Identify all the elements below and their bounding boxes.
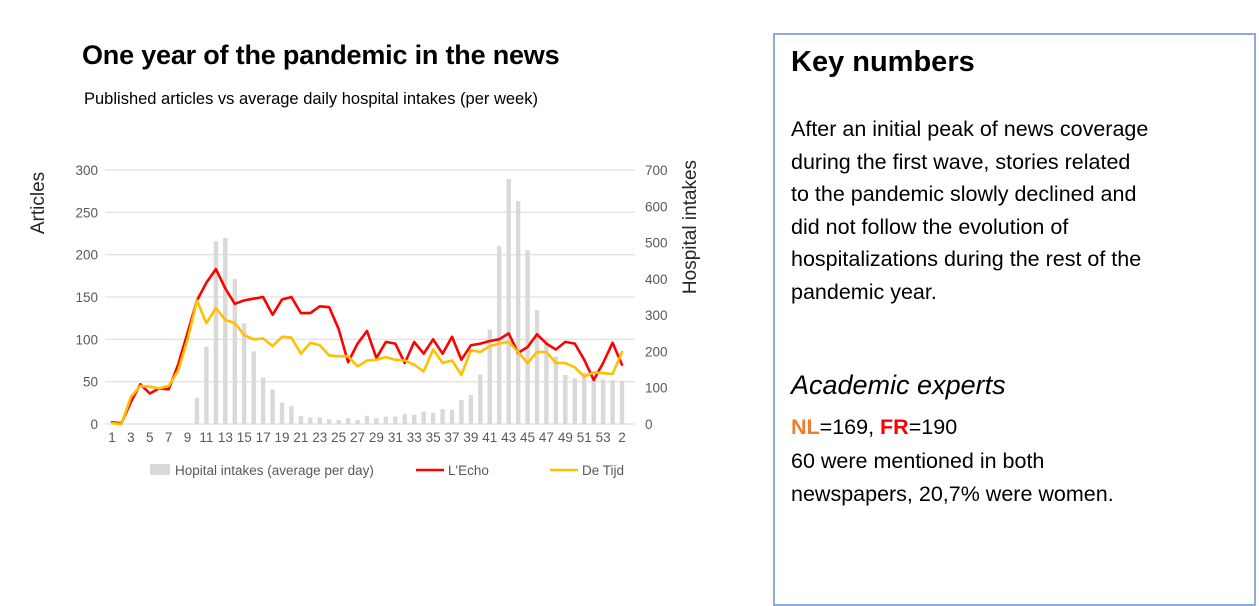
fr-count-label: FR [880, 415, 909, 439]
svg-text:31: 31 [388, 430, 403, 445]
svg-text:600: 600 [645, 199, 668, 214]
svg-text:51: 51 [577, 430, 592, 445]
svg-text:Hopital intakes (average per d: Hopital intakes (average per day) [175, 463, 374, 478]
svg-text:100: 100 [645, 381, 668, 396]
paragraph-line: hospitalizations during the rest of the [791, 247, 1142, 271]
svg-text:300: 300 [645, 308, 668, 323]
right-axis-title: Hospital intakes [680, 160, 701, 294]
paragraph-line: to the pandemic slowly declined and [791, 182, 1137, 206]
svg-text:500: 500 [645, 236, 668, 251]
page: { "chart_data": { "type": "combo-bar-lin… [28, 33, 1256, 606]
chart-subtitle: Published articles vs average daily hosp… [84, 90, 538, 108]
svg-text:3: 3 [127, 430, 135, 445]
svg-text:35: 35 [426, 430, 441, 445]
svg-text:17: 17 [256, 430, 271, 445]
nl-count-value: =169, [819, 415, 881, 439]
svg-text:43: 43 [501, 430, 516, 445]
svg-text:L'Echo: L'Echo [448, 463, 489, 478]
key-numbers-heading: Key numbers [791, 46, 975, 78]
svg-text:47: 47 [539, 430, 554, 445]
experts-count-line: NL=169, FR=190 [791, 412, 1238, 442]
svg-text:300: 300 [75, 163, 98, 178]
svg-text:27: 27 [350, 430, 365, 445]
chart-legend: Hopital intakes (average per day) L'Echo D… [150, 463, 624, 478]
svg-text:33: 33 [407, 430, 422, 445]
paragraph-line: pandemic year. [791, 279, 937, 304]
fr-count-value: =190 [908, 415, 958, 439]
x-axis-ticks: 1 3 5 7 9 11 13 15 17 19 21 23 25 27 29 31 33 35 37 39 41 43 4… [108, 430, 626, 445]
svg-text:De Tijd: De Tijd [582, 463, 624, 478]
svg-text:250: 250 [75, 205, 98, 220]
svg-text:39: 39 [463, 430, 478, 445]
paragraph-line: did not follow the evolution of [791, 214, 1069, 239]
svg-text:0: 0 [90, 417, 98, 432]
detijd-line [110, 299, 624, 426]
svg-text:1: 1 [108, 430, 116, 445]
footer-line: newspapers, 20,7% were women. [791, 481, 1114, 506]
svg-text:21: 21 [293, 430, 308, 445]
svg-text:11: 11 [199, 430, 213, 445]
nl-count-label: NL [791, 415, 820, 439]
svg-text:700: 700 [645, 163, 668, 178]
svg-text:100: 100 [75, 332, 98, 347]
paragraph-line: during the first wave, stories related [791, 149, 1131, 174]
svg-text:15: 15 [237, 430, 252, 445]
svg-text:150: 150 [75, 290, 98, 305]
academic-experts-subheading: Academic experts [791, 370, 1006, 400]
right-axis-ticks: 0 100 200 300 400 500 600 700 [645, 163, 668, 432]
svg-text:19: 19 [274, 430, 289, 445]
svg-text:2: 2 [618, 430, 626, 445]
svg-text:41: 41 [482, 430, 497, 445]
paragraph-line: After an initial peak of news coverage [791, 117, 1149, 141]
svg-text:0: 0 [645, 417, 653, 432]
bars-legend-swatch [150, 464, 170, 475]
svg-text:400: 400 [645, 272, 668, 287]
svg-text:53: 53 [596, 430, 611, 445]
svg-text:13: 13 [218, 430, 233, 445]
key-numbers-paragraph: After an initial peak of news coverage d… [791, 113, 1238, 308]
svg-text:200: 200 [645, 344, 668, 359]
key-numbers-box: Key numbers After an initial peak of new… [773, 33, 1256, 606]
svg-text:9: 9 [184, 430, 192, 445]
svg-text:200: 200 [75, 248, 98, 263]
left-axis-title: Articles [28, 172, 49, 234]
pandemic-combo-chart: 0 50 100 150 200 250 300 0 100 200 300 400 500 600 700… [28, 160, 701, 478]
svg-text:49: 49 [558, 430, 573, 445]
chart-title: One year of the pandemic in the news [82, 40, 560, 70]
svg-text:50: 50 [83, 375, 98, 390]
svg-text:37: 37 [444, 430, 459, 445]
svg-text:23: 23 [312, 430, 327, 445]
hospital-intakes-bars [194, 179, 625, 424]
svg-text:45: 45 [520, 430, 535, 445]
footer-line: 60 were mentioned in both [791, 449, 1045, 473]
svg-text:7: 7 [165, 430, 173, 445]
svg-text:29: 29 [369, 430, 384, 445]
svg-text:25: 25 [331, 430, 346, 445]
svg-text:5: 5 [146, 430, 154, 445]
left-axis-ticks: 0 50 100 150 200 250 300 [75, 163, 98, 432]
experts-footer: 60 were mentioned in both newspapers, 20… [791, 445, 1238, 510]
